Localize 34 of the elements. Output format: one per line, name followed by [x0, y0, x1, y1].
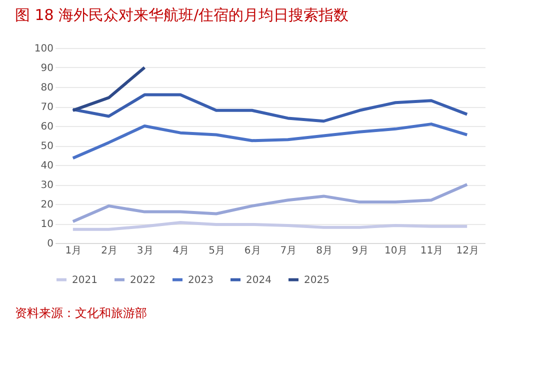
- x-tick-label: 3月: [136, 246, 154, 256]
- x-tick-label: 2月: [101, 246, 118, 256]
- legend-label: 2025: [304, 274, 330, 286]
- y-tick-label: 40: [40, 160, 54, 172]
- line-series: [71, 122, 469, 160]
- y-tick-label: 70: [40, 102, 54, 113]
- x-tick-label: 5月: [208, 246, 225, 256]
- x-tick-label: 12月: [456, 246, 479, 256]
- x-tick-label: 4月: [172, 246, 190, 256]
- x-tick-label: 7月: [280, 246, 297, 256]
- y-tick-label: 80: [40, 82, 54, 94]
- legend-label: 2021: [72, 274, 98, 286]
- text: 资料来源：文化和旅游部: [15, 306, 147, 320]
- line-series: [71, 183, 469, 224]
- y-tick-label: 50: [40, 141, 54, 152]
- y-tick-label: 100: [34, 44, 54, 54]
- legend-label: 2022: [130, 274, 156, 286]
- y-tick-label: 60: [40, 122, 54, 132]
- y-tick-label: 30: [40, 180, 54, 191]
- line-series: [71, 221, 469, 231]
- x-tick-label: 11月: [420, 246, 444, 256]
- x-tick-label: 8月: [316, 246, 332, 256]
- line-series: [71, 93, 469, 123]
- x-tick-label: 1月: [65, 246, 82, 256]
- chart-title: 图 18 海外民众对来华航班/住宿的月均日搜索指数: [15, 6, 349, 24]
- legend-label: 2024: [246, 274, 272, 286]
- x-tick-label: 9月: [352, 246, 368, 256]
- x-tick-label: 10月: [384, 246, 408, 256]
- y-tick-label: 20: [40, 200, 54, 210]
- y-tick-label: 90: [40, 63, 54, 74]
- legend-label: 2023: [188, 274, 214, 286]
- y-tick-label: 10: [40, 219, 54, 230]
- y-tick-label: 0: [47, 238, 54, 250]
- x-tick-label: 6月: [244, 246, 261, 256]
